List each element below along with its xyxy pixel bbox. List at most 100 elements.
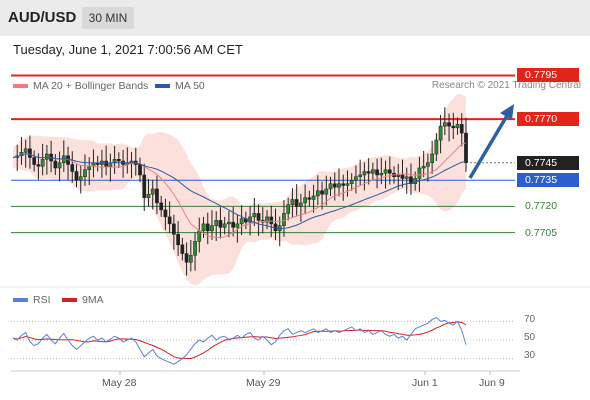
- level-lines: [11, 74, 515, 234]
- rsi-tick-50: 50: [524, 332, 536, 343]
- candle-body: [349, 179, 354, 184]
- level-label-4: 0.7720: [525, 200, 558, 213]
- candle-body: [341, 183, 346, 186]
- candle-body: [413, 178, 418, 184]
- candle-body: [455, 124, 460, 129]
- candle-body: [324, 188, 329, 195]
- candle-body: [184, 253, 189, 263]
- candle-body: [53, 160, 58, 169]
- rsi-line: [12, 317, 467, 365]
- candle-body: [442, 122, 447, 127]
- candle-body: [447, 122, 451, 127]
- candle-body: [23, 148, 28, 153]
- candle-body: [28, 148, 32, 158]
- ma20-legend-swatch: [13, 84, 28, 88]
- candle-body: [383, 169, 388, 174]
- level-label-0: 0.7795: [517, 68, 579, 83]
- candle-body: [269, 216, 274, 225]
- candle-body: [294, 199, 299, 207]
- candle-body: [116, 159, 121, 162]
- candles: [15, 107, 468, 276]
- candle-body: [332, 183, 337, 188]
- rsi-grid: [11, 320, 515, 360]
- forecast-arrow: [468, 104, 514, 179]
- rsi-legend-swatch: [13, 298, 28, 302]
- candle-body: [307, 197, 312, 200]
- candle-body: [167, 216, 172, 225]
- candle-body: [78, 176, 83, 181]
- timestamp: Tuesday, June 1, 2021 7:00:56 AM CET: [13, 42, 243, 57]
- timeframe-badge[interactable]: 30 MIN: [82, 7, 134, 29]
- candle-body: [282, 213, 286, 226]
- candle-body: [222, 223, 227, 228]
- level-label-3: 0.7735: [517, 173, 579, 188]
- candle-body: [265, 216, 269, 223]
- candle-body: [328, 183, 333, 190]
- candle-body: [459, 124, 464, 134]
- candle-body: [19, 152, 24, 157]
- candle-body: [337, 183, 341, 188]
- candle-body: [404, 176, 409, 179]
- candle-body: [193, 241, 197, 256]
- x-label-may28: May 28: [102, 377, 137, 389]
- x-label-jun9: Jun 9: [479, 377, 505, 389]
- candle-body: [421, 166, 426, 169]
- candle-body: [201, 223, 206, 232]
- candle-body: [172, 223, 176, 235]
- x-axis-ticks: [119, 371, 491, 375]
- rsi-ma-line: [12, 321, 467, 359]
- candle-body: [256, 213, 261, 221]
- ma50-legend-label: MA 50: [175, 80, 205, 92]
- candle-body: [218, 220, 223, 228]
- candle-body: [252, 213, 257, 218]
- candle-body: [417, 167, 422, 179]
- candle-body: [358, 174, 363, 177]
- candle-body: [299, 202, 303, 207]
- x-label-may29: May 29: [246, 377, 281, 389]
- candle-body: [430, 153, 434, 164]
- candle-body: [210, 225, 214, 232]
- candle-body: [142, 174, 147, 198]
- candle-body: [379, 172, 384, 176]
- candle-body: [400, 174, 405, 179]
- candle-body: [235, 223, 240, 228]
- candle-body: [387, 169, 392, 174]
- candle-body: [87, 166, 92, 171]
- candle-body: [371, 169, 375, 174]
- candle-body: [366, 171, 371, 174]
- candle-body: [138, 164, 142, 176]
- rsi-tick-30: 30: [524, 350, 536, 361]
- candle-body: [155, 188, 159, 204]
- ma50-line: [12, 153, 467, 230]
- candle-body: [311, 195, 316, 200]
- candle-body: [112, 159, 117, 164]
- x-label-jun1: Jun 1: [412, 377, 438, 389]
- candle-body: [303, 197, 307, 204]
- candle-body: [188, 255, 193, 263]
- candle-body: [45, 153, 49, 160]
- candle-body: [290, 199, 295, 205]
- candle-body: [345, 183, 350, 186]
- candle-body: [40, 159, 45, 167]
- candle-body: [396, 174, 401, 177]
- candle-body: [83, 169, 87, 177]
- candle-body: [146, 193, 151, 198]
- candle-body: [362, 171, 367, 176]
- candle-body: [354, 176, 358, 181]
- candle-body: [434, 139, 439, 155]
- candle-body: [375, 169, 379, 176]
- level-label-2: 0.7745: [517, 155, 579, 170]
- candle-body: [464, 132, 468, 164]
- level-label-5: 0.7705: [525, 226, 558, 239]
- candle-body: [315, 190, 320, 197]
- rsi-ma-legend-swatch: [62, 298, 77, 302]
- candle-body: [227, 221, 231, 225]
- instrument-name: AUD/USD: [8, 9, 77, 26]
- bollinger-band-area: [13, 93, 466, 286]
- candle-body: [159, 202, 164, 211]
- candle-body: [286, 204, 291, 214]
- candle-body: [163, 209, 168, 218]
- candle-body: [57, 162, 62, 169]
- candle-body: [197, 230, 202, 242]
